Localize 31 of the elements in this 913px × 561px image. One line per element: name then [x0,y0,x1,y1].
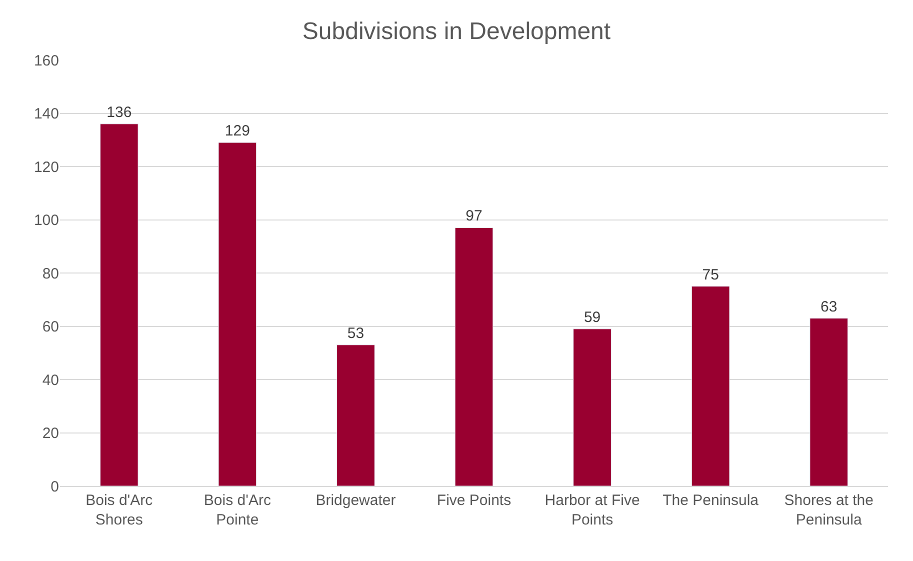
bar [573,328,612,486]
y-tick-label: 80 [42,265,59,282]
bar [336,344,375,486]
x-tick-label: Bois d'Arc Pointe [204,492,272,528]
y-tick-label: 120 [34,158,59,176]
bar [810,318,848,486]
x-tick-label: Five Points [436,492,512,509]
y-tick-label: 60 [42,318,59,336]
data-label: 59 [584,308,601,326]
bar [691,286,730,486]
data-label: 63 [820,298,838,316]
y-tick-label: 40 [42,372,59,389]
data-label: 129 [224,122,250,140]
y-tick-label: 0 [50,478,59,496]
x-tick-label: Harbor at Five Points [544,492,640,528]
x-tick-label: The Peninsula [662,492,760,509]
y-tick-label: 100 [34,212,59,229]
data-label: 97 [466,208,482,225]
x-tick-label: Bridgewater [316,492,396,509]
bar [454,227,494,486]
data-label: 136 [106,104,132,121]
data-label: 53 [347,324,364,342]
chart-title: Subdivisions in Development [302,18,611,46]
y-tick-label: 140 [34,106,59,122]
bar [218,142,257,486]
data-label: 75 [702,266,719,284]
x-tick-label: Bois d'Arc Shores [86,492,154,528]
x-tick-label: Shores at the Peninsula [784,492,874,528]
y-tick-label: 160 [34,52,59,70]
bar [100,124,138,486]
y-tick-label: 20 [42,425,59,442]
